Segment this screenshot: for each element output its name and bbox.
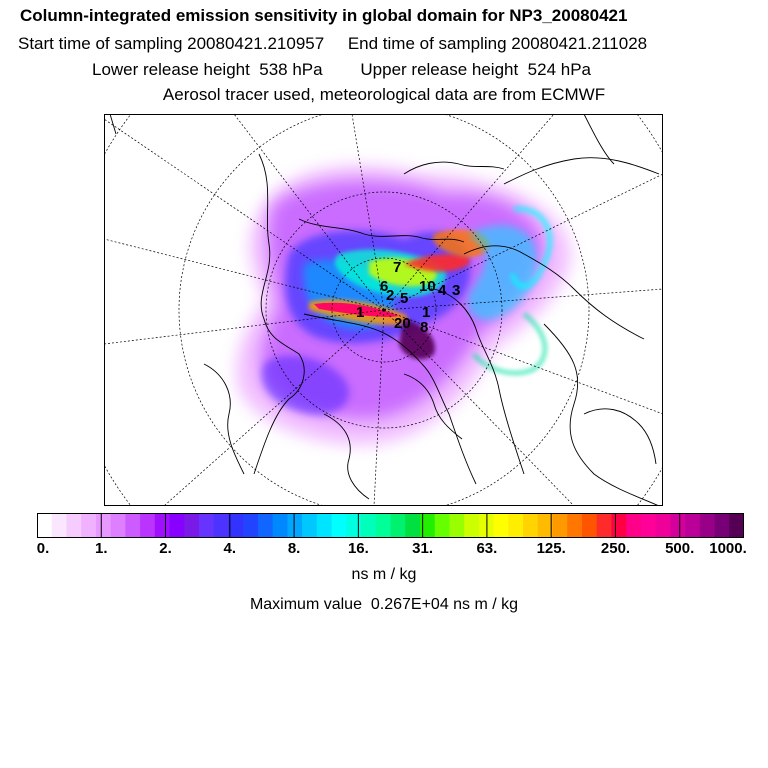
colorbar-swatch: [390, 513, 406, 538]
colorbar-swatch: [213, 513, 229, 538]
maximum-value: Maximum value 0.267E+04 ns m / kg: [249, 596, 519, 613]
colorbar-swatch: [272, 513, 288, 538]
colorbar-swatch: [419, 513, 436, 538]
tracer-info: Aerosol tracer used, meteorological data…: [162, 85, 606, 104]
colorbar-tick-label: 125.: [536, 540, 566, 557]
colorbar-swatch: [567, 513, 583, 538]
colorbar-swatch: [449, 513, 465, 538]
colorbar-swatch: [655, 513, 671, 538]
release-marker: 2: [386, 287, 394, 304]
colorbar-tick-label: 250.: [600, 540, 631, 557]
colorbar-swatch: [670, 513, 686, 538]
colorbar-tick-label: 8.: [287, 540, 301, 557]
colorbar-swatch: [95, 513, 112, 538]
colorbar-swatch: [140, 513, 156, 538]
colorbar-swatch: [729, 513, 745, 538]
release-marker: 1: [356, 304, 364, 321]
colorbar-swatch: [302, 513, 318, 538]
sampling-time: Start time of sampling 20080421.210957 E…: [18, 34, 648, 53]
colorbar-swatch: [699, 513, 716, 538]
colorbar-swatch: [81, 513, 97, 538]
colorbar-tick-label: 63.: [476, 540, 498, 557]
colorbar-swatch: [125, 513, 141, 538]
colorbar-tick-label: 31.: [412, 540, 434, 557]
colorbar-swatch: [464, 513, 480, 538]
colorbar-svg: [37, 513, 745, 538]
colorbar-swatch: [316, 513, 333, 538]
colorbar-swatch: [375, 513, 391, 538]
colorbar-swatch: [714, 513, 730, 538]
colorbar-tick-label: 0.: [36, 540, 50, 557]
release-marker: 4: [438, 282, 447, 299]
sensitivity-field: [236, 165, 571, 445]
colorbar-swatch: [331, 513, 347, 538]
colorbar-swatch: [611, 513, 627, 538]
colorbar-tick-label: 16.: [347, 540, 369, 557]
colorbar-swatch: [184, 513, 200, 538]
colorbar-swatch: [626, 513, 642, 538]
colorbar-units: ns m / kg: [351, 566, 417, 583]
release-marker: 7: [393, 259, 401, 276]
colorbar-swatch: [581, 513, 598, 538]
colorbar-swatch: [257, 513, 274, 538]
colorbar-tick-label: 1.: [95, 540, 108, 557]
map-title: Column-integrated emission sensitivity i…: [20, 6, 628, 25]
colorbar-frame: [37, 513, 744, 538]
release-marker: 6: [380, 278, 388, 295]
graticule: [104, 114, 663, 506]
release-marker: 3: [452, 282, 460, 299]
colorbar-swatch: [640, 513, 657, 538]
colorbar-tick-label: 2.: [159, 540, 172, 557]
sensitivity-map: 7 6 2 5 10 4 3 1 1 20 8: [104, 114, 663, 506]
colorbar-swatch: [405, 513, 421, 538]
colorbar-swatch: [243, 513, 259, 538]
colorbar-tick-label: 4.: [223, 540, 237, 557]
colorbar-swatch: [287, 513, 303, 538]
colorbar-swatch: [552, 513, 568, 538]
colorbar-swatch: [493, 513, 509, 538]
release-marker: 1: [422, 304, 430, 321]
colorbar: [37, 513, 745, 538]
colorbar-swatch: [228, 513, 244, 538]
colorbar-swatch: [685, 513, 701, 538]
colorbar-swatch: [66, 513, 82, 538]
colorbar-swatch: [199, 513, 215, 538]
colorbar-swatch: [361, 513, 377, 538]
colorbar-swatch: [51, 513, 67, 538]
colorbar-swatch: [596, 513, 612, 538]
release-marker: 8: [420, 319, 428, 336]
release-marker: 10: [419, 278, 436, 295]
release-markers: 7 6 2 5 10 4 3 1 1 20 8: [356, 259, 460, 336]
colorbar-swatch: [169, 513, 185, 538]
colorbar-swatch: [346, 513, 362, 538]
colorbar-tick-label: 500.: [665, 540, 695, 557]
colorbar-swatch: [508, 513, 524, 538]
release-marker: 20: [394, 315, 411, 332]
colorbar-swatch: [434, 513, 450, 538]
colorbar-swatch: [523, 513, 539, 538]
release-height: Lower release height 538 hPa Upper relea…: [92, 60, 591, 79]
map-frame: [104, 114, 663, 506]
colorbar-tick-label: 1000.: [709, 540, 747, 557]
coastlines: [109, 114, 660, 506]
release-marker: 5: [400, 290, 408, 307]
map-svg: 7 6 2 5 10 4 3 1 1 20 8: [104, 114, 663, 506]
colorbar-swatch: [537, 513, 554, 538]
colorbar-swatch: [37, 513, 53, 538]
colorbar-swatch: [110, 513, 126, 538]
colorbar-swatch: [154, 513, 171, 538]
